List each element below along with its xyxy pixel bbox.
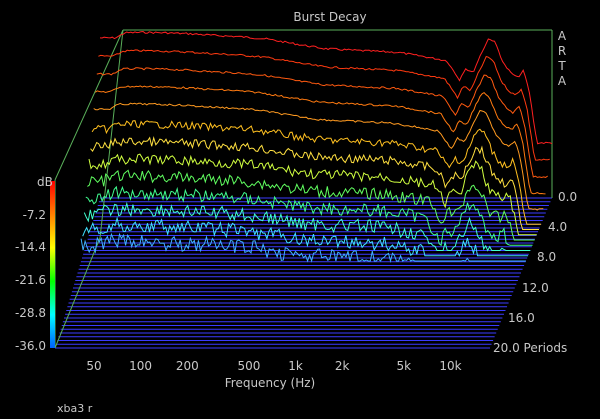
depth-tick-label: 0.0: [558, 190, 577, 204]
frame-left-diag-edge: [54, 29, 124, 181]
decay-curve: [90, 135, 539, 230]
watermark-letter: T: [557, 59, 566, 73]
decay-curve: [93, 102, 544, 211]
x-tick-label: 5k: [397, 359, 412, 373]
decay-curve: [98, 49, 550, 161]
z-tick-label: -36.0: [15, 339, 46, 353]
frame-left-floor-edge: [54, 237, 101, 349]
x-tick-label: 500: [237, 359, 260, 373]
decay-curve: [91, 120, 542, 225]
db-colorbar: [50, 181, 55, 348]
x-tick-label: 50: [86, 359, 101, 373]
x-tick-labels: 50 100 200 500 1k 2k 5k 10k: [86, 359, 461, 373]
z-tick-label: -7.2: [23, 208, 46, 222]
decay-curve: [87, 169, 535, 241]
z-tick-label: -21.6: [15, 273, 46, 287]
z-tick-label: -14.4: [15, 240, 46, 254]
decay-curve: [80, 232, 526, 263]
watermark-letter: A: [558, 29, 567, 43]
decay-curve: [88, 153, 537, 236]
depth-tick-label: 4.0: [548, 220, 567, 234]
depth-tick-labels: 0.0 4.0 8.0 12.0 16.0 20.0 Periods: [493, 190, 577, 355]
x-tick-label: 2k: [335, 359, 350, 373]
z-tick-labels: -7.2 -14.4 -21.6 -28.8 -36.0: [15, 208, 46, 353]
watermark-letter: R: [558, 44, 566, 58]
x-tick-label: 200: [176, 359, 199, 373]
decay-curve: [82, 216, 529, 258]
x-tick-label: 100: [129, 359, 152, 373]
depth-tick-label: 12.0: [522, 281, 549, 295]
decay-curve: [96, 67, 548, 179]
decay-curve: [83, 201, 531, 252]
x-tick-label: 1k: [288, 359, 303, 373]
frame-back-left-edge: [99, 29, 124, 239]
decay-curve: [85, 185, 533, 247]
depth-tick-label: 20.0 Periods: [493, 341, 567, 355]
decay-curves: [80, 30, 553, 263]
depth-tick-label: 8.0: [537, 250, 556, 264]
z-tick-label: -28.8: [15, 306, 46, 320]
decay-curve: [95, 85, 546, 195]
x-axis-label: Frequency (Hz): [225, 376, 316, 390]
depth-tick-label: 16.0: [508, 311, 535, 325]
x-tick-label: 10k: [439, 359, 461, 373]
footer-label: xba3 r: [57, 402, 93, 415]
z-axis-label: dB: [37, 175, 53, 189]
chart-title: Burst Decay: [293, 10, 366, 24]
colorbar-gradient: [50, 181, 55, 348]
decay-curve: [99, 30, 553, 145]
watermark-letter: A: [558, 74, 567, 88]
